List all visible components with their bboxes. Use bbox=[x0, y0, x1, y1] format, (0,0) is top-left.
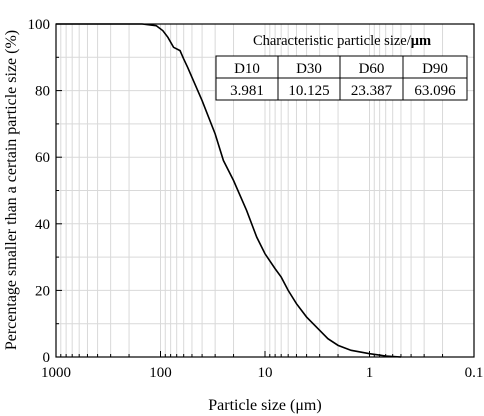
y-axis-label: Percentage smaller than a certain partic… bbox=[3, 30, 20, 350]
y-tick-label: 100 bbox=[28, 17, 51, 33]
table-title: Characteristic particle size/μm bbox=[253, 33, 431, 49]
table-value-cell: 63.096 bbox=[414, 83, 456, 99]
cumulative-distribution-line bbox=[56, 23, 402, 358]
table-value-cell: 10.125 bbox=[288, 83, 329, 99]
table-header-cell: D90 bbox=[422, 61, 448, 77]
y-tick-label: 0 bbox=[43, 350, 51, 366]
y-tick-label: 80 bbox=[35, 84, 50, 100]
x-tick-label: 100 bbox=[149, 365, 172, 381]
x-tick-label: 1000 bbox=[41, 365, 71, 381]
x-tick-labels: 1000 100 10 1 0.1 bbox=[41, 365, 483, 381]
y-tick-labels: 0 20 40 60 80 100 bbox=[28, 17, 51, 366]
table-header-cell: D30 bbox=[296, 61, 322, 77]
table-header-cell: D60 bbox=[359, 61, 385, 77]
x-tick-label: 0.1 bbox=[465, 365, 484, 381]
y-tick-label: 40 bbox=[35, 217, 50, 233]
x-tick-label: 1 bbox=[366, 365, 374, 381]
x-tick-label: 10 bbox=[258, 365, 273, 381]
table-value-cell: 23.387 bbox=[351, 83, 393, 99]
table-header-cell: D10 bbox=[234, 61, 260, 77]
table-value-cell: 3.981 bbox=[230, 83, 264, 99]
y-tick-label: 20 bbox=[35, 283, 50, 299]
characteristic-size-table: Characteristic particle size/μm D10 D30 … bbox=[215, 33, 468, 101]
x-axis-label: Particle size (μm) bbox=[208, 397, 321, 414]
y-tick-label: 60 bbox=[35, 150, 50, 166]
